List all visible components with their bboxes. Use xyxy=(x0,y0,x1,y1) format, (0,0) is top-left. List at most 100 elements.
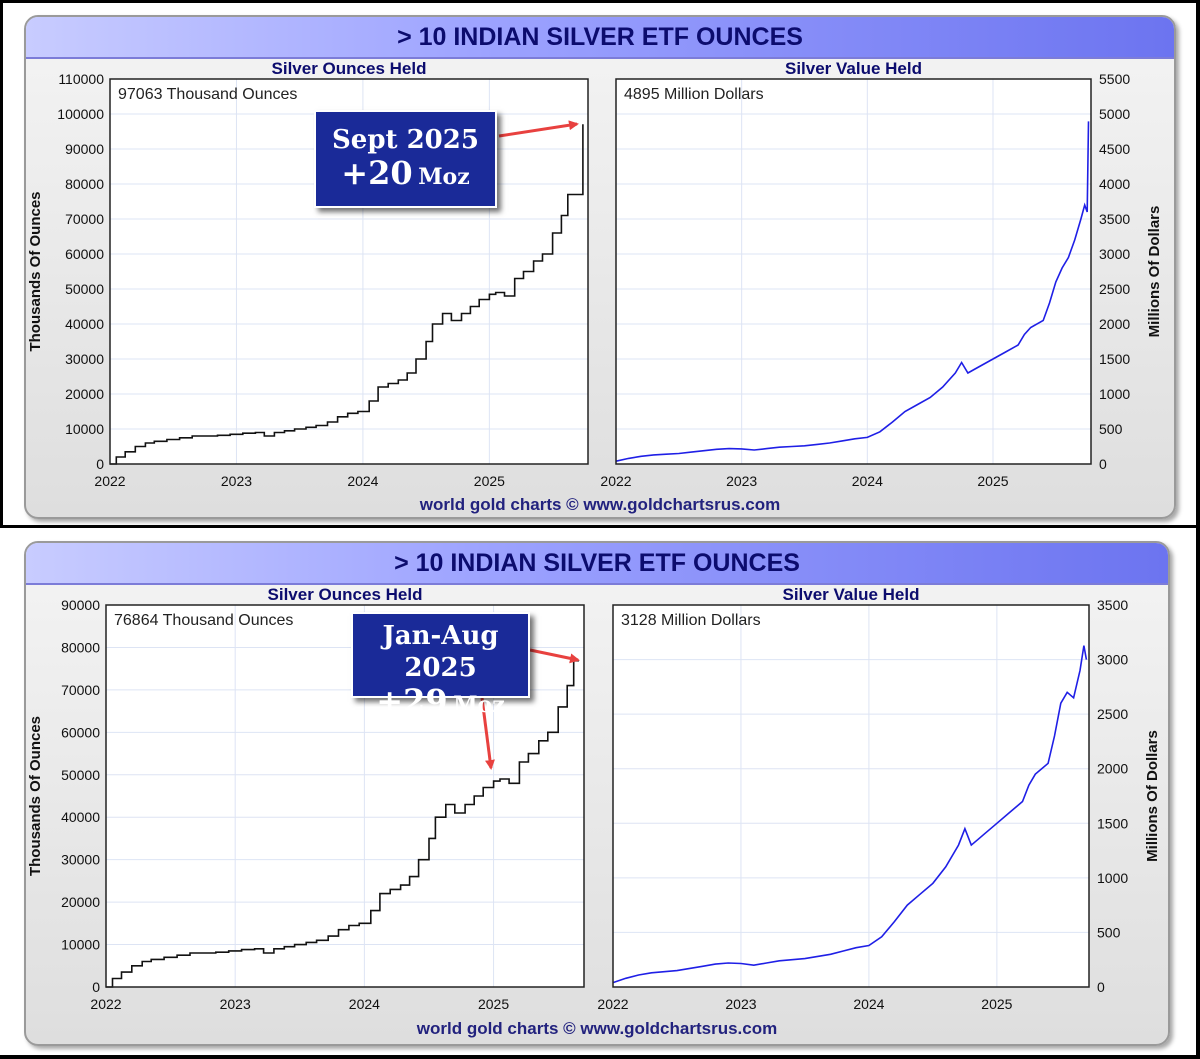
x-tick-label: 2025 xyxy=(977,473,1008,489)
x-tick-label: 2022 xyxy=(600,473,631,489)
chart-title: Silver Ounces Held xyxy=(272,59,427,78)
y-tick-label: 70000 xyxy=(65,211,104,227)
chart-panel-bottom: > 10 INDIAN SILVER ETF OUNCES 0 10000 2000… xyxy=(24,541,1170,1046)
y-tick-label: 30000 xyxy=(65,351,104,367)
callout-box: Jan-Aug 2025 +29 Moz xyxy=(351,612,530,718)
x-tick-label: 2022 xyxy=(90,996,121,1012)
y-tick-label: 50000 xyxy=(65,281,104,297)
plot-border xyxy=(105,604,585,988)
y-tick-label: 80000 xyxy=(65,176,104,192)
y-tick-label: 110000 xyxy=(58,71,104,87)
plot-area xyxy=(613,605,1089,987)
frame-border-left xyxy=(0,0,3,527)
y-tick-label: 100000 xyxy=(57,106,104,122)
panel-title: > 10 INDIAN SILVER ETF OUNCES xyxy=(26,17,1174,59)
plot-area xyxy=(616,79,1091,464)
value-annotation: 3128 Million Dollars xyxy=(621,612,761,629)
x-tick-label: 2023 xyxy=(221,473,252,489)
callout-box: Sept 2025 +20 Moz xyxy=(314,110,497,208)
ounces-series-line xyxy=(110,124,584,465)
x-tick-label: 2024 xyxy=(347,473,378,489)
y-tick-label: 20000 xyxy=(65,386,104,402)
y-tick-label: 0 xyxy=(92,979,100,995)
charts-svg: 0 10000 20000 30000 40000 50000 60000 70000 8000… xyxy=(27,59,1163,489)
frame-border-divider xyxy=(0,525,1200,528)
y-tick-label: 2500 xyxy=(1099,281,1130,297)
y-axis-label: Thousands Of Ounces xyxy=(27,716,44,876)
y-tick-label: 5000 xyxy=(1099,106,1130,122)
callout-unit: Moz xyxy=(418,164,470,190)
y-axis-label: Millions Of Dollars xyxy=(1144,730,1161,862)
callout-value: +20 xyxy=(341,154,413,192)
y-tick-label: 4500 xyxy=(1099,141,1130,157)
frame-border-bottom xyxy=(0,1055,1200,1059)
plot-border xyxy=(615,78,1092,465)
chart-value: 0 500 1000 1500 2000 2500 3000 3500 4000 4500 5000… xyxy=(600,59,1163,489)
y-tick-label: 30000 xyxy=(61,852,100,868)
panel-title: > 10 INDIAN SILVER ETF OUNCES xyxy=(26,543,1168,585)
y-tick-label: 3000 xyxy=(1099,246,1130,262)
y-tick-label: 60000 xyxy=(65,246,104,262)
y-tick-label: 0 xyxy=(1097,979,1105,995)
value-annotation: 97063 Thousand Ounces xyxy=(118,86,297,103)
y-tick-label: 90000 xyxy=(61,597,100,613)
frame-border-right xyxy=(1196,0,1200,1059)
x-tick-label: 2023 xyxy=(725,996,756,1012)
x-tick-label: 2022 xyxy=(94,473,125,489)
y-tick-label: 2000 xyxy=(1099,316,1130,332)
y-tick-label: 3500 xyxy=(1097,597,1128,613)
chart-title: Silver Ounces Held xyxy=(268,585,423,604)
y-tick-label: 70000 xyxy=(61,682,100,698)
y-tick-label: 20000 xyxy=(61,894,100,910)
plot-border xyxy=(612,604,1090,988)
value-series-line xyxy=(612,645,1088,984)
y-tick-label: 2500 xyxy=(1097,706,1128,722)
chart-title: Silver Value Held xyxy=(782,585,919,604)
y-tick-label: 60000 xyxy=(61,724,100,740)
y-tick-label: 5500 xyxy=(1099,71,1130,87)
value-series-line xyxy=(615,121,1090,462)
chart-value: 0 500 1000 1500 2000 2500 3000 3500 2022 2023 2024… xyxy=(597,585,1161,1012)
x-tick-label: 2024 xyxy=(852,473,883,489)
y-tick-label: 80000 xyxy=(61,639,100,655)
y-tick-label: 10000 xyxy=(61,937,100,953)
x-tick-label: 2023 xyxy=(220,996,251,1012)
y-tick-label: 500 xyxy=(1099,421,1123,437)
x-tick-label: 2025 xyxy=(478,996,509,1012)
y-tick-label: 4000 xyxy=(1099,176,1130,192)
callout-value: +29 xyxy=(376,682,448,720)
y-tick-label: 1500 xyxy=(1097,815,1128,831)
callout-line1: Sept 2025 xyxy=(332,125,479,155)
y-axis-label: Thousands Of Ounces xyxy=(27,191,44,351)
x-tick-label: 2025 xyxy=(474,473,505,489)
credit-text: world gold charts © www.goldchartsrus.co… xyxy=(416,1019,778,1038)
x-tick-label: 2024 xyxy=(349,996,380,1012)
y-tick-label: 0 xyxy=(96,456,104,472)
chart-ounces: 0 10000 20000 30000 40000 50000 60000 70000 8000… xyxy=(27,59,589,489)
chart-panel-top: > 10 INDIAN SILVER ETF OUNCES 0 10000 2000… xyxy=(24,15,1176,519)
x-tick-label: 2023 xyxy=(726,473,757,489)
chart-title: Silver Value Held xyxy=(785,59,922,78)
y-tick-label: 40000 xyxy=(61,809,100,825)
y-tick-label: 90000 xyxy=(65,141,104,157)
y-tick-label: 3000 xyxy=(1097,652,1128,668)
y-tick-label: 3500 xyxy=(1099,211,1130,227)
x-tick-label: 2024 xyxy=(853,996,884,1012)
value-annotation: 76864 Thousand Ounces xyxy=(114,612,293,629)
y-tick-label: 2000 xyxy=(1097,761,1128,777)
frame-border-top xyxy=(0,0,1200,3)
callout-unit: Moz xyxy=(453,692,505,718)
x-tick-label: 2022 xyxy=(597,996,628,1012)
y-tick-label: 500 xyxy=(1097,924,1121,940)
y-tick-label: 1000 xyxy=(1099,386,1130,402)
plot-border xyxy=(109,78,589,465)
y-tick-label: 10000 xyxy=(65,421,104,437)
y-tick-label: 1000 xyxy=(1097,870,1128,886)
y-axis-label: Millions Of Dollars xyxy=(1146,206,1163,338)
ounces-series-line xyxy=(106,660,579,988)
value-annotation: 4895 Million Dollars xyxy=(624,86,764,103)
credit-text: world gold charts © www.goldchartsrus.co… xyxy=(419,495,781,514)
y-tick-label: 1500 xyxy=(1099,351,1130,367)
x-tick-label: 2025 xyxy=(981,996,1012,1012)
y-tick-label: 40000 xyxy=(65,316,104,332)
